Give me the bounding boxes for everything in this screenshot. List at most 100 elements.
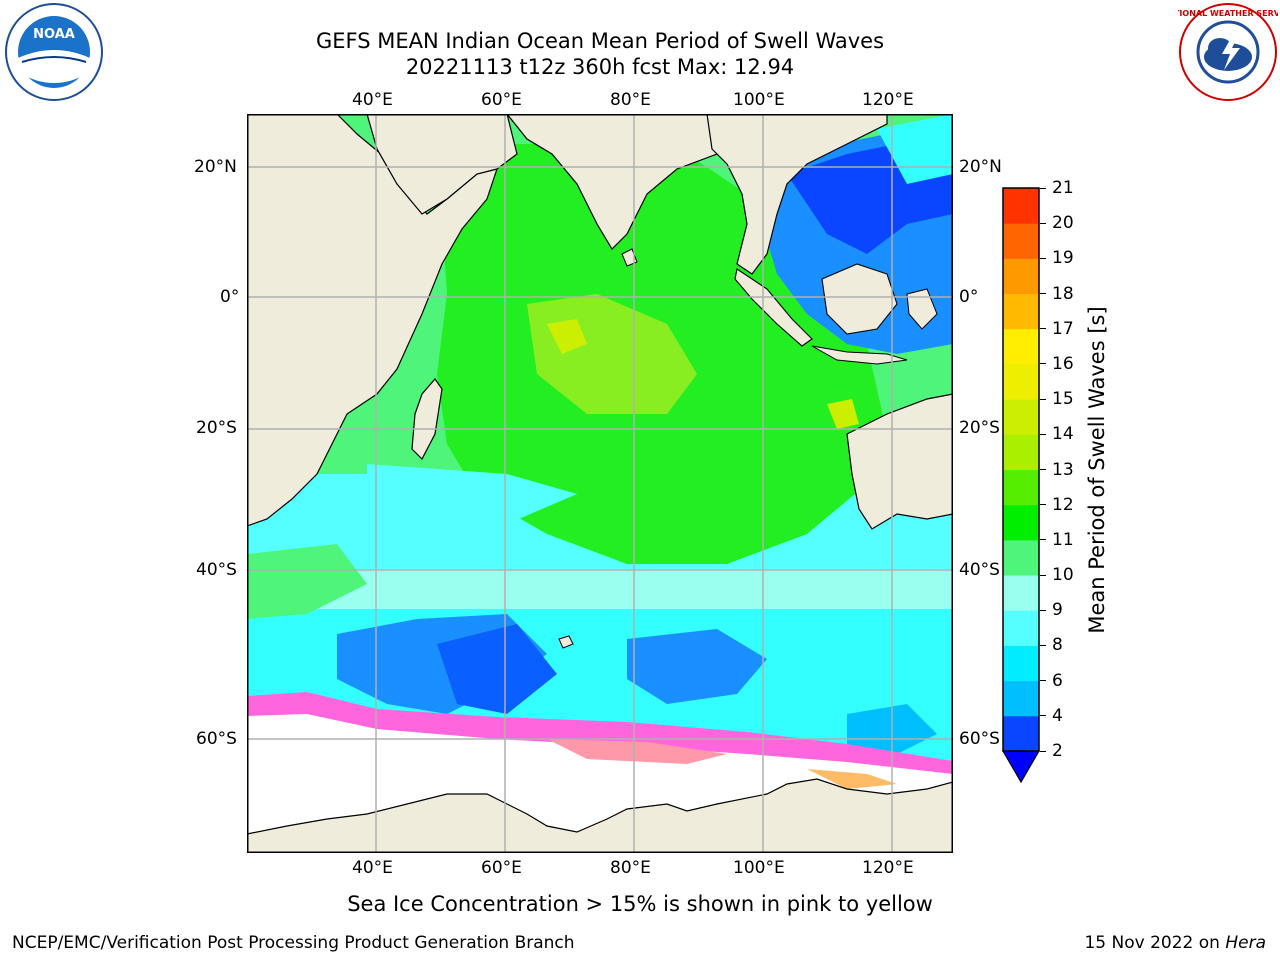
colorbar-tick-mark [1040,539,1046,541]
colorbar-tick-label: 13 [1052,459,1074,480]
colorbar-segments [1003,188,1039,752]
colorbar-segment [1003,680,1039,717]
colorbar-tick-label: 17 [1052,318,1074,339]
sea-ice-edge-pink [247,692,953,774]
colorbar-tick-label: 21 [1052,178,1074,198]
colorbar-segment [1003,399,1039,435]
land-madagascar [411,378,443,461]
lon-label-top-80e: 80°E [610,90,651,110]
swell-peak-patch [547,319,587,354]
lon-label-top-40e: 40°E [352,90,393,110]
map-subtitle: 20221113 t12z 360h fcst Max: 12.94 [405,55,795,79]
colorbar-segment [1003,715,1039,752]
colorbar-tick-label: 19 [1052,248,1074,269]
colorbar-tick-label: 10 [1052,565,1074,586]
colorbar-tick-label: 2 [1052,741,1063,761]
colorbar-tick-label: 6 [1052,670,1063,691]
colorbar-tick-mark [1040,328,1046,330]
colorbar [1001,187,1041,784]
sea-ice-note: Sea Ice Concentration > 15% is shown in … [347,892,933,916]
footer-date-text: 15 Nov 2022 on [1084,933,1226,953]
noaa-logo: NOAA [4,2,104,102]
colorbar-tick-label: 18 [1052,283,1074,304]
lat-label-left-eq: 0° [220,287,240,307]
map-border [247,114,953,853]
noaa-logo-text: NOAA [33,27,75,42]
land-seasia [706,114,888,275]
nws-logo: NATIONAL WEATHER SERVICE [1162,2,1280,102]
lon-label-top-60e: 60°E [481,90,522,110]
lat-label-right-60s: 60°S [959,729,1000,749]
footer-date: 15 Nov 2022 on Hera [1084,932,1266,954]
colorbar-tick-mark [1040,293,1046,295]
colorbar-tick-label: 20 [1052,213,1074,234]
swell-cyan-tongue [367,464,577,534]
swell-blue-patch-2 [437,624,557,714]
colorbar-tick-mark [1040,469,1046,470]
colorbar-tick-mark [1040,504,1046,506]
colorbar-tick-label: 11 [1052,529,1074,550]
map-title: GEFS MEAN Indian Ocean Mean Period of Sw… [315,29,885,53]
colorbar-segment [1003,539,1039,576]
colorbar-tick-mark [1040,257,1046,259]
colorbar-segment [1003,293,1039,330]
lat-label-right-eq: 0° [959,287,979,307]
colorbar-tick-mark [1040,187,1046,189]
colorbar-under-arrow [1001,750,1041,784]
graticule [247,114,953,853]
colorbar-tick-mark [1040,750,1046,752]
colorbar-segment [1003,258,1039,295]
nws-logo-text: NATIONAL WEATHER SERVICE [1178,9,1278,18]
colorbar-segment [1003,434,1039,470]
colorbar-tick-mark [1040,644,1046,646]
colorbar-segment [1003,575,1039,611]
swell-green-west [247,544,367,619]
land-sumatra [734,268,813,347]
colorbar-segment [1003,469,1039,506]
sea-ice-edge-salmon [547,739,727,764]
lat-label-left-20s: 20°S [196,418,237,438]
lon-label-bottom-100e: 100°E [733,858,785,878]
colorbar-segment [1003,504,1039,541]
lat-label-left-60s: 60°S [196,729,237,749]
lat-label-left-40s: 40°S [196,560,237,580]
lat-label-right-20n: 20°N [959,157,1002,177]
colorbar-segment [1003,188,1039,224]
footer-host: Hera [1225,933,1266,953]
colorbar-tick-mark [1040,222,1046,224]
lat-label-left-20n: 20°N [194,157,237,177]
colorbar-tick-mark [1040,363,1046,365]
lat-label-right-20s: 20°S [959,418,1000,438]
colorbar-tick-label: 14 [1052,424,1074,445]
lon-label-bottom-60e: 60°E [481,858,522,878]
colorbar-segment [1003,223,1039,259]
colorbar-tick-mark [1040,433,1046,435]
swell-blue-patch-3 [627,629,767,704]
lon-label-top-100e: 100°E [733,90,785,110]
ocean-midlat-band [247,569,953,609]
lon-label-top-120e: 120°E [862,90,914,110]
land-kerguelen [558,635,574,649]
colorbar-label: Mean Period of Swell Waves [s] [1085,306,1109,634]
colorbar-segment [1003,363,1039,400]
map-plot [247,114,953,853]
land-borneo [821,263,898,335]
colorbar-tick-label: 16 [1052,353,1074,374]
land-antarctica [247,778,953,853]
colorbar-border [1002,187,1040,752]
swell-peak-patch-east [827,399,859,429]
colorbar-tick-label: 15 [1052,389,1074,410]
lon-label-bottom-80e: 80°E [610,858,651,878]
colorbar-tick-mark [1040,398,1046,400]
lon-label-bottom-40e: 40°E [352,858,393,878]
colorbar-tick-mark [1040,609,1046,611]
footer-credit: NCEP/EMC/Verification Post Processing Pr… [12,933,575,953]
colorbar-tick-label: 8 [1052,635,1063,656]
colorbar-segment [1003,328,1039,365]
sea-ice-edge-orange [807,769,897,789]
colorbar-segment [1003,610,1039,646]
colorbar-tick-mark [1040,715,1046,717]
colorbar-tick-mark [1040,574,1046,576]
colorbar-tick-label: 9 [1052,600,1063,621]
lon-label-bottom-120e: 120°E [862,858,914,878]
